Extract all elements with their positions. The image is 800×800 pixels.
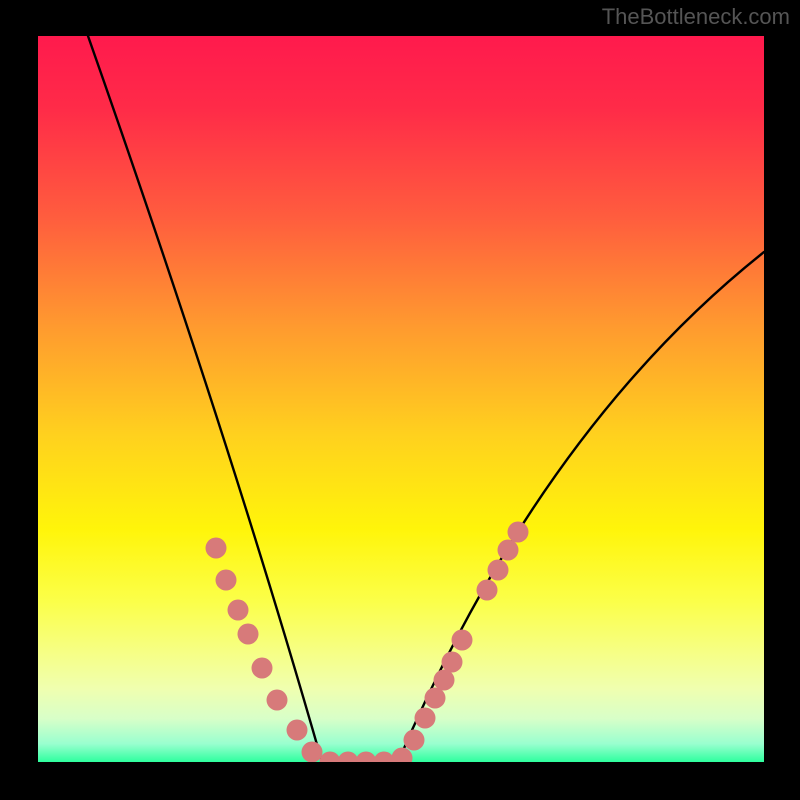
plot-background — [38, 36, 764, 762]
data-dot — [228, 600, 249, 621]
data-dot — [425, 688, 446, 709]
bottleneck-chart — [0, 0, 800, 800]
data-dot — [287, 720, 308, 741]
data-dot — [216, 570, 237, 591]
data-dot — [452, 630, 473, 651]
plot-area — [38, 36, 764, 773]
chart-stage: TheBottleneck.com — [0, 0, 800, 800]
data-dot — [442, 652, 463, 673]
data-dot — [498, 540, 519, 561]
data-dot — [434, 670, 455, 691]
data-dot — [415, 708, 436, 729]
data-dot — [477, 580, 498, 601]
data-dot — [252, 658, 273, 679]
data-dot — [302, 742, 323, 763]
data-dot — [206, 538, 227, 559]
data-dot — [238, 624, 259, 645]
data-dot — [267, 690, 288, 711]
watermark-text: TheBottleneck.com — [602, 4, 790, 30]
data-dot — [488, 560, 509, 581]
data-dot — [404, 730, 425, 751]
data-dot — [508, 522, 529, 543]
